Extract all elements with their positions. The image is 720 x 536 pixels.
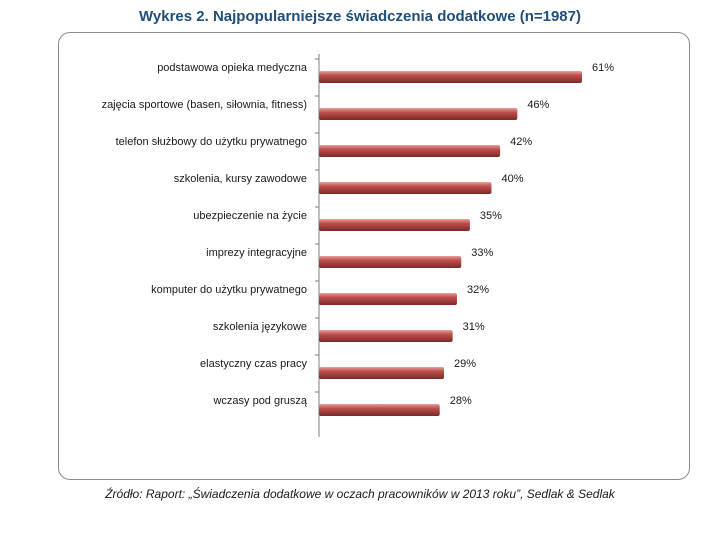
data-label: 33% xyxy=(471,247,493,259)
bar xyxy=(319,256,462,268)
data-label: 29% xyxy=(454,358,476,370)
category-label: ubezpieczenie na życie xyxy=(193,210,307,222)
data-label: 61% xyxy=(592,62,614,74)
data-label: 42% xyxy=(510,136,532,148)
bar xyxy=(319,145,501,157)
bar xyxy=(319,367,445,379)
data-label: 28% xyxy=(450,395,472,407)
category-label: telefon służbowy do użytku prywatnego xyxy=(116,136,307,148)
category-label: podstawowa opieka medyczna xyxy=(157,62,308,74)
bar xyxy=(319,71,582,83)
category-label: komputer do użytku prywatnego xyxy=(151,284,307,296)
bar xyxy=(319,330,453,342)
bar xyxy=(319,293,457,305)
bar xyxy=(319,108,518,120)
chart-title: Wykres 2. Najpopularniejsze świadczenia … xyxy=(139,8,581,25)
category-label: elastyczny czas pracy xyxy=(200,358,307,370)
bar-chart: podstawowa opieka medyczna 61% zajęcia spo… xyxy=(102,54,614,437)
category-label: imprezy integracyjne xyxy=(206,247,307,259)
source-note: Źródło: Raport: „Świadczenia dodatkowe w… xyxy=(105,487,615,501)
data-label: 40% xyxy=(501,173,523,185)
bar xyxy=(319,182,492,194)
data-label: 32% xyxy=(467,284,489,296)
category-label: szkolenia językowe xyxy=(213,321,307,333)
data-label: 46% xyxy=(527,99,549,111)
bar xyxy=(319,219,470,231)
category-label: szkolenia, kursy zawodowe xyxy=(174,173,307,185)
data-label: 35% xyxy=(480,210,502,222)
bar xyxy=(319,404,440,416)
category-label: zajęcia sportowe (basen, siłownia, fitne… xyxy=(102,99,307,111)
data-label: 31% xyxy=(463,321,485,333)
category-label: wczasy pod gruszą xyxy=(212,395,307,407)
